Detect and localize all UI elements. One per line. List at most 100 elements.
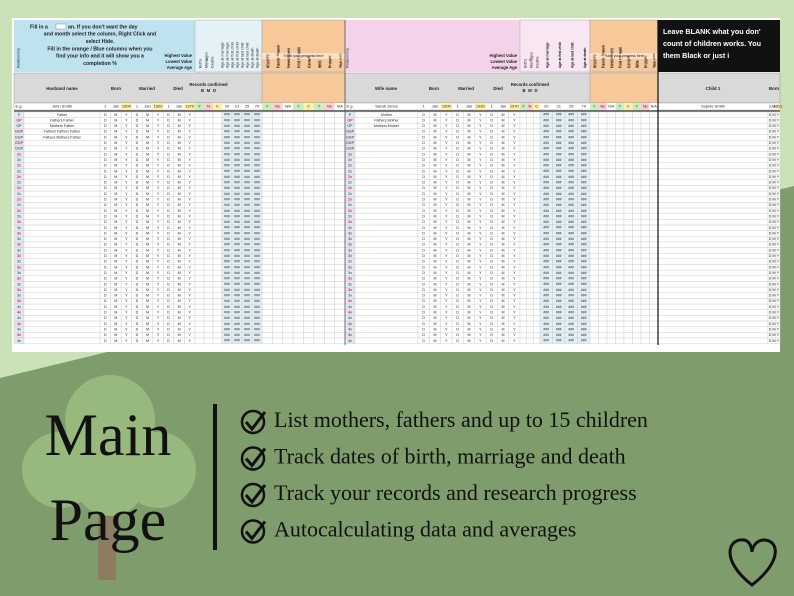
cell xyxy=(292,185,304,192)
example-progress: N/A xyxy=(285,104,292,108)
age-placeholder: ### xyxy=(234,135,240,139)
cell xyxy=(23,258,101,265)
date-part: D xyxy=(456,181,459,185)
example-year-cell xyxy=(184,103,195,110)
cell xyxy=(212,207,223,214)
cell xyxy=(282,179,294,186)
relation: GGP xyxy=(346,147,355,151)
date-part: M xyxy=(178,260,181,264)
date-part: D xyxy=(456,311,459,315)
feature-text: Track dates of birth, marriage and death xyxy=(274,444,626,469)
date-part: Y xyxy=(189,147,192,151)
date-part: Y xyxy=(479,164,482,168)
cell xyxy=(203,173,214,180)
date-part: Y xyxy=(479,186,482,190)
age-placeholder: ### xyxy=(543,271,549,275)
age-placeholder: ### xyxy=(234,186,240,190)
cell xyxy=(194,258,205,265)
date-part: Y xyxy=(157,141,160,145)
relation: 2x xyxy=(17,164,21,168)
cell xyxy=(272,320,283,327)
date-part: D xyxy=(104,158,107,162)
relation: 4x xyxy=(348,311,352,315)
progress-header: Ancestry xyxy=(593,54,597,68)
date-part: M xyxy=(468,135,471,139)
cell xyxy=(212,151,223,158)
date-part: D xyxy=(769,141,772,145)
cell xyxy=(657,253,769,260)
date-part: M xyxy=(502,164,505,168)
cell xyxy=(194,128,205,135)
cell xyxy=(261,219,273,226)
cell xyxy=(272,111,283,118)
date-part: M xyxy=(434,186,437,190)
age-placeholder: ### xyxy=(568,147,574,151)
cell xyxy=(212,123,223,130)
age-placeholder: ### xyxy=(254,271,260,275)
date-part: Y xyxy=(513,175,516,179)
date-part: M xyxy=(178,118,181,122)
date-part: Y xyxy=(479,141,482,145)
age-placeholder: ### xyxy=(224,322,230,326)
date-part: M xyxy=(773,305,776,309)
cell xyxy=(640,219,650,226)
age-placeholder: ### xyxy=(234,299,240,303)
age-placeholder: ### xyxy=(581,214,587,218)
date-part: D xyxy=(422,231,425,235)
date-part: Y xyxy=(189,226,192,230)
cell xyxy=(194,236,205,243)
date-part: M xyxy=(468,203,471,207)
date-part: M xyxy=(434,333,437,337)
cell xyxy=(519,275,527,282)
example-name: Sarah Jones xyxy=(375,104,397,109)
date-part: M xyxy=(468,113,471,117)
cell xyxy=(23,292,101,299)
age-placeholder: ### xyxy=(234,118,240,122)
cell xyxy=(632,190,642,197)
cell xyxy=(606,219,616,226)
age-placeholder: ### xyxy=(568,237,574,241)
date-part: M xyxy=(178,175,181,179)
check-icon xyxy=(244,520,267,541)
cell xyxy=(606,117,616,124)
date-part: D xyxy=(104,339,107,343)
date-part: D xyxy=(456,192,459,196)
date-part: D xyxy=(104,322,107,326)
date-part: D xyxy=(422,214,425,218)
date-part: D xyxy=(422,198,425,202)
date-part: D xyxy=(167,164,170,168)
cell xyxy=(203,258,214,265)
age-placeholder: ### xyxy=(556,271,562,275)
date-part: Y xyxy=(513,186,516,190)
date-part: M xyxy=(434,254,437,258)
date-part: M xyxy=(773,158,776,162)
cell xyxy=(519,224,527,231)
cell xyxy=(292,224,304,231)
date-part: Y xyxy=(125,164,128,168)
date-part: M xyxy=(773,299,776,303)
cell xyxy=(615,337,625,344)
date-part: D xyxy=(167,339,170,343)
cell xyxy=(212,337,223,344)
date-part: Y xyxy=(125,203,128,207)
cell xyxy=(203,145,214,152)
cell xyxy=(261,253,273,260)
progress-header: Ancestry xyxy=(265,54,269,68)
date-part: M xyxy=(114,277,117,281)
cell xyxy=(632,337,642,344)
relation: 4x xyxy=(17,333,21,337)
cell xyxy=(334,128,346,135)
cell xyxy=(615,151,625,158)
cell xyxy=(194,309,205,316)
date-part: D xyxy=(769,147,772,151)
age-placeholder: ### xyxy=(234,124,240,128)
cell xyxy=(261,275,273,282)
cell xyxy=(272,128,283,135)
cell xyxy=(623,298,633,305)
cell xyxy=(212,241,223,248)
cell xyxy=(632,230,642,237)
cell xyxy=(598,151,608,158)
relation: GGP xyxy=(346,130,355,134)
age-placeholder: ### xyxy=(568,164,574,168)
cell xyxy=(292,219,304,226)
